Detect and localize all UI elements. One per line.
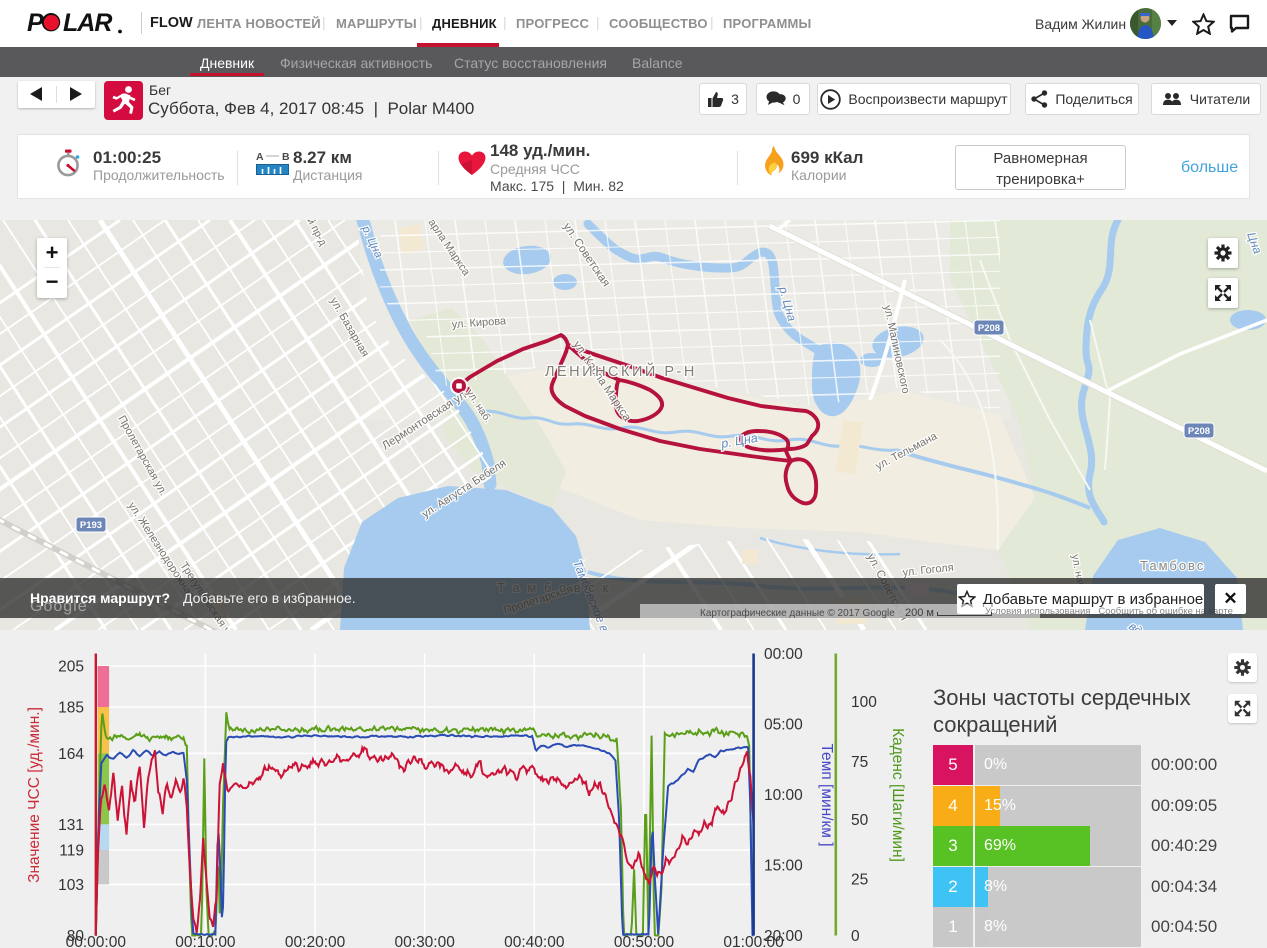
svg-text:75: 75 bbox=[851, 754, 868, 771]
svg-text:P193: P193 bbox=[80, 520, 102, 531]
svg-text:103: 103 bbox=[58, 877, 84, 894]
svg-text:100: 100 bbox=[851, 694, 877, 711]
svg-text:P208: P208 bbox=[1188, 426, 1210, 437]
svg-text:00:20:00: 00:20:00 bbox=[285, 934, 346, 948]
svg-text:00:10:00: 00:10:00 bbox=[175, 934, 236, 948]
svg-text:119: 119 bbox=[59, 843, 84, 860]
svg-text:185: 185 bbox=[58, 700, 84, 717]
svg-text:164: 164 bbox=[58, 746, 84, 763]
svg-text:ЛЕНИНСКИЙ Р-Н: ЛЕНИНСКИЙ Р-Н bbox=[545, 362, 697, 380]
svg-text:20:00: 20:00 bbox=[764, 928, 803, 945]
svg-text:01:00:00: 01:00:00 bbox=[723, 934, 784, 948]
svg-text:Каденс [Шаги/мин]: Каденс [Шаги/мин] bbox=[889, 728, 906, 862]
svg-text:р. Цна: р. Цна bbox=[719, 431, 759, 451]
svg-text:25: 25 bbox=[851, 872, 868, 889]
svg-text:P208: P208 bbox=[978, 323, 1000, 334]
svg-text:205: 205 bbox=[58, 659, 84, 676]
svg-text:00:00:00: 00:00:00 bbox=[66, 934, 127, 948]
svg-text:00:40:00: 00:40:00 bbox=[504, 934, 565, 948]
svg-text:LAR: LAR bbox=[63, 10, 112, 36]
svg-text:10:00: 10:00 bbox=[764, 787, 803, 804]
svg-text:15:00: 15:00 bbox=[764, 858, 803, 875]
svg-text:В: В bbox=[282, 151, 290, 163]
svg-text:Тамбовс: Тамбовс bbox=[1140, 558, 1205, 573]
svg-text:ул. Кирова: ул. Кирова bbox=[451, 315, 507, 331]
svg-text:Темп [мин/км ]: Темп [мин/км ] bbox=[818, 743, 835, 846]
svg-text:А: А bbox=[256, 151, 264, 163]
svg-text:131: 131 bbox=[58, 817, 84, 834]
svg-text:80: 80 bbox=[67, 928, 85, 945]
svg-text:00:00: 00:00 bbox=[764, 646, 803, 663]
svg-text:Значение ЧСС [уд./мин.]: Значение ЧСС [уд./мин.] bbox=[26, 707, 43, 883]
svg-text:00:50:00: 00:50:00 bbox=[614, 934, 675, 948]
svg-text:00:30:00: 00:30:00 bbox=[395, 934, 456, 948]
svg-text:05:00: 05:00 bbox=[764, 717, 803, 734]
svg-text:50: 50 bbox=[851, 812, 869, 829]
svg-text:P: P bbox=[27, 10, 44, 36]
svg-text:0: 0 bbox=[851, 928, 860, 945]
